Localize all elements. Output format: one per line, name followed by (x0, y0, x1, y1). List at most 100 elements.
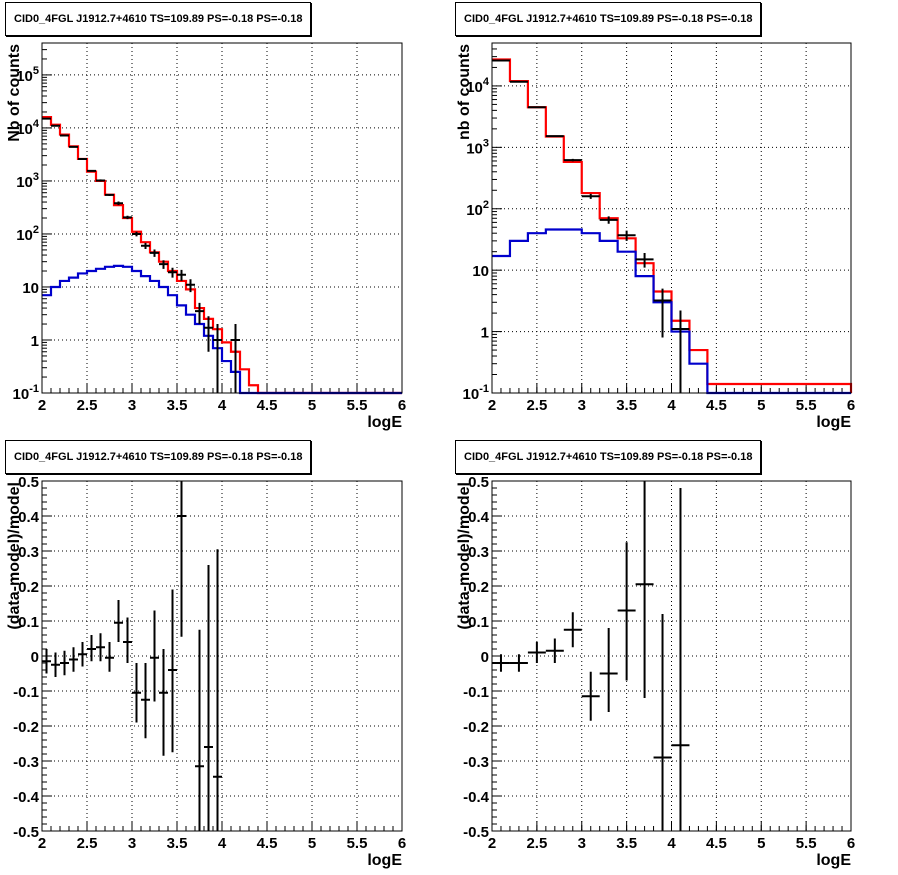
panel-3-point-17 (204, 565, 213, 831)
panel-4-point-9 (653, 614, 672, 831)
panel-3-point-16 (195, 629, 204, 831)
panel-2-point-6 (599, 216, 618, 224)
panel-4-point-5 (581, 671, 600, 721)
panel-2-ytick-label-1: 1 (481, 325, 489, 342)
panel-3-data-points (42, 481, 222, 831)
panel-2-ytick-label-0: 10-1 (463, 383, 489, 403)
panel-4-ytick-label-3: -0.2 (463, 719, 489, 736)
panel-3-xtick-label-4: 4 (218, 835, 227, 852)
panel-1-ytick-label-1: 1 (31, 333, 39, 350)
panel-3-ytick-label-9: 0.4 (18, 509, 40, 526)
panel-1-point-1 (51, 124, 60, 127)
panel-2-ylabel: nb of counts (456, 44, 473, 140)
panel-2-ytick-label-4: 103 (466, 137, 489, 157)
panel-1-ytick-label-6: 105 (16, 65, 39, 85)
panel-3-point-7 (105, 642, 114, 672)
panel-4-data-points (492, 481, 690, 831)
panel-1-xtick-label-8: 6 (398, 397, 406, 414)
panel-4-ytick-label-10: 0.5 (468, 474, 489, 491)
panel-1-point-5 (87, 169, 96, 172)
panel-3-xtick-label-6: 5 (308, 835, 316, 852)
panel-3-point-8 (114, 600, 123, 642)
panel-1-point-20 (231, 324, 240, 393)
panel-1-point-15 (177, 269, 186, 281)
panel-3-point-12 (150, 610, 159, 702)
panel-2-xtick-label-1: 2.5 (526, 397, 547, 414)
panel-3-title: CID0_4FGL J1912.7+4610 TS=109.89 PS=-0.1… (5, 440, 312, 474)
panel-1-data-points (42, 117, 240, 393)
panel-2-point-4 (563, 158, 582, 162)
panel-1-xtick-label-1: 2.5 (77, 397, 98, 414)
panel-4-ytick-label-9: 0.4 (468, 509, 490, 526)
panel-1-ytick-label-5: 104 (16, 118, 40, 138)
panel-3-point-14 (168, 589, 177, 753)
panel-1-xtick-label-2: 3 (128, 397, 136, 414)
panel-3-ytick-label-6: 0.1 (18, 614, 39, 631)
panel-1-point-13 (159, 260, 168, 269)
panel-4-xtick-label-2: 3 (578, 835, 586, 852)
panel-2-data-points (492, 59, 690, 393)
panel-2-frame (491, 42, 852, 394)
panel-3-xtick-label-8: 6 (398, 835, 406, 852)
panel-1-xtick-label-5: 4.5 (257, 397, 278, 414)
panel-4-ytick-label-1: -0.4 (463, 789, 490, 806)
panel-4: 2 2.5 3 3.5 4 4.5 5 5.5 6 -0.5 -0.4 -0.3 -0.2 -0.1 0 0.… (456, 474, 855, 869)
panel-3-point-15 (177, 481, 186, 637)
panel-3-xtick-label-1: 2.5 (77, 835, 98, 852)
panel-2-xtick-label-2: 3 (578, 397, 586, 414)
panel-3-ytick-label-7: 0.2 (18, 579, 39, 596)
panel-4-xtick-label-4: 4 (667, 835, 676, 852)
panel-3-ytick-label-0: -0.5 (13, 824, 39, 841)
panel-2-ytick-label-2: 10 (472, 263, 489, 280)
panel-1-frame (41, 42, 403, 394)
panel-3-point-4 (78, 642, 87, 667)
panel-4-point-4 (563, 612, 582, 648)
panel-4-ylabel: (data-model)/model (456, 482, 473, 630)
panel-3-point-11 (141, 663, 150, 739)
panel-2-xtick-label-3: 3.5 (616, 397, 637, 414)
panel-4-ytick-label-8: 0.3 (468, 544, 489, 561)
panel-1-xtick-label-7: 5.5 (347, 397, 368, 414)
panel-1-point-4 (78, 157, 87, 160)
panel-4-xtick-label-0: 2 (488, 835, 496, 852)
panel-2-xtick-label-5: 4.5 (706, 397, 727, 414)
panel-3-ytick-label-3: -0.2 (13, 719, 39, 736)
panel-1-xtick-label-0: 2 (38, 397, 46, 414)
panel-3-xtick-label-7: 5.5 (347, 835, 368, 852)
panel-2-point-3 (545, 135, 564, 138)
panel-3-grid (42, 481, 402, 831)
panel-2-point-5 (581, 193, 600, 199)
panel-2-point-9 (653, 288, 672, 338)
panel-2-xtick-label-4: 4 (667, 397, 676, 414)
panel-4-minor-ticks (491, 480, 852, 832)
panel-3-point-3 (69, 647, 78, 672)
panel-1-xtick-label-4: 4 (218, 397, 227, 414)
panel-4-xtick-label-1: 2.5 (526, 835, 547, 852)
panel-3-ylabel: (data-model)/model (6, 482, 23, 630)
panel-2-point-10 (671, 310, 690, 393)
panel-4-ytick-label-0: -0.5 (463, 824, 489, 841)
panel-4-frame (491, 480, 852, 832)
panel-3-xtick-label-0: 2 (38, 835, 46, 852)
panel-3-xtick-label-5: 4.5 (257, 835, 278, 852)
panel-4-xtick-label-8: 6 (847, 835, 855, 852)
panel-4-ytick-label-7: 0.2 (468, 579, 489, 596)
panel-3-point-6 (96, 633, 105, 662)
panel-1-point-6 (96, 179, 105, 182)
panel-3-ytick-label-4: -0.1 (13, 684, 39, 701)
panel-2-point-2 (527, 106, 546, 109)
panel-3-point-1 (51, 652, 60, 677)
panel-3-point-13 (159, 649, 168, 756)
panel-2-point-7 (617, 230, 636, 241)
panel-4-point-3 (545, 638, 564, 663)
panel-1-point-0 (42, 117, 51, 120)
panel-3-frame (41, 480, 403, 832)
panel-4-xtick-label-7: 5.5 (796, 835, 817, 852)
panel-4-xtick-label-5: 4.5 (706, 835, 727, 852)
panel-1: 2 2.5 3 3.5 4 4.5 5 5.5 6 10-1 1 10 102 103 104 105 logE… (6, 42, 406, 431)
panel-1-ylabel: Nb of counts (6, 44, 23, 142)
panel-1-xtick-label-6: 5 (308, 397, 316, 414)
panel-3-ytick-label-1: -0.4 (13, 789, 40, 806)
panel-3-xlabel: logE (367, 852, 402, 869)
